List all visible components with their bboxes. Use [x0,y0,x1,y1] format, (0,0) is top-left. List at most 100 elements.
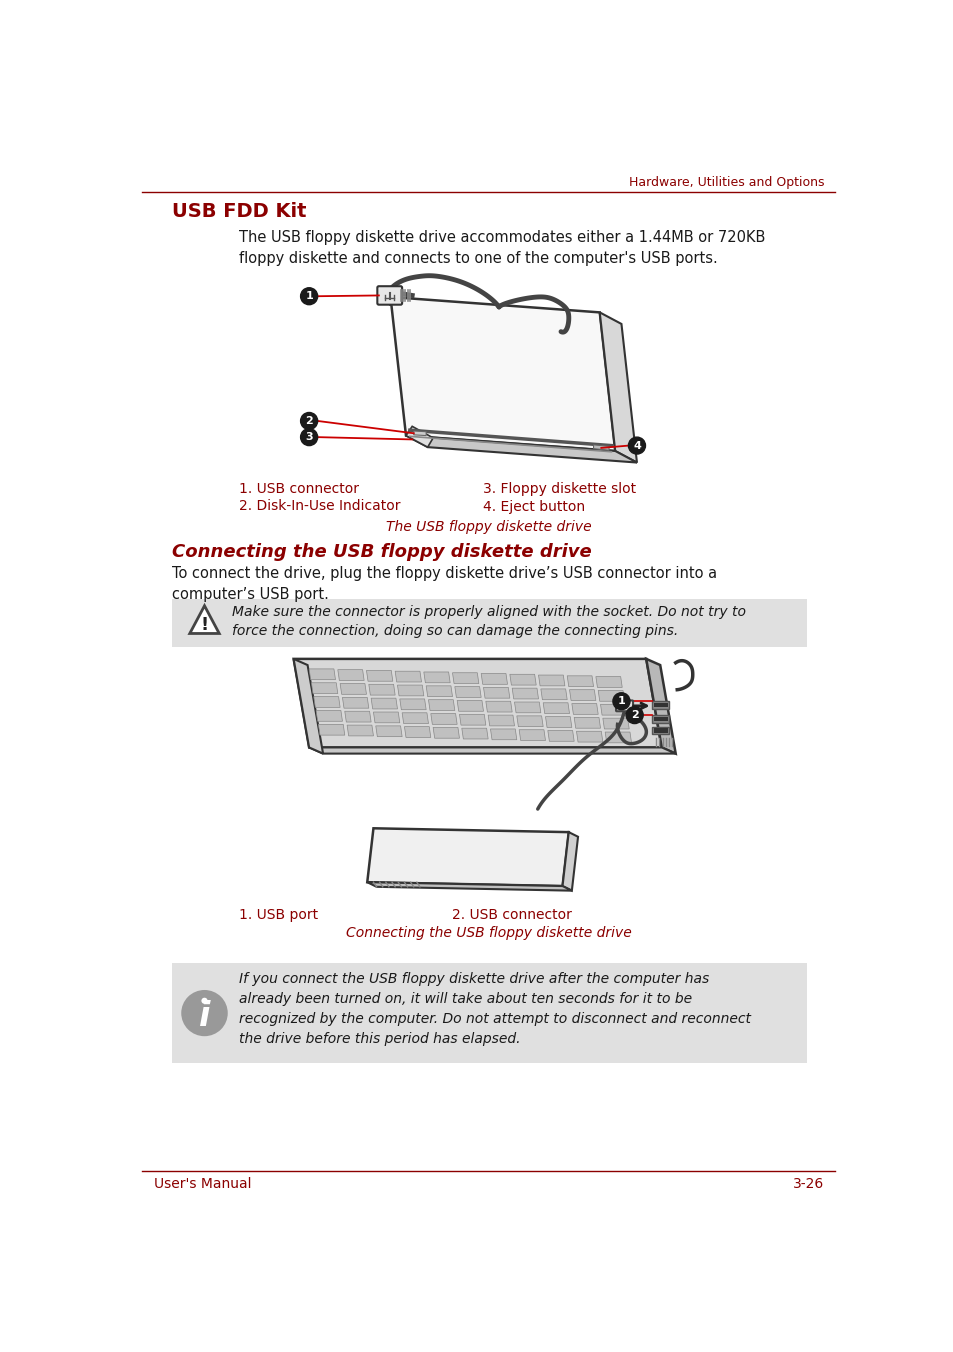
Polygon shape [567,676,593,687]
Polygon shape [414,431,426,435]
FancyBboxPatch shape [654,729,667,733]
Polygon shape [598,691,624,702]
Text: 4: 4 [633,441,640,450]
Polygon shape [518,730,545,741]
Polygon shape [545,717,571,727]
Polygon shape [599,312,637,462]
Circle shape [300,288,317,304]
Polygon shape [369,684,395,695]
Text: 3. Floppy diskette slot: 3. Floppy diskette slot [483,481,636,496]
Polygon shape [645,658,675,753]
Polygon shape [452,673,478,684]
Text: To connect the drive, plug the floppy diskette drive’s USB connector into a
comp: To connect the drive, plug the floppy di… [172,566,717,603]
Polygon shape [490,729,517,740]
Circle shape [201,998,208,1003]
Text: User's Manual: User's Manual [154,1178,252,1191]
FancyBboxPatch shape [172,963,806,1063]
Polygon shape [517,715,542,726]
Circle shape [625,707,642,723]
FancyBboxPatch shape [654,717,667,721]
Text: 1. USB port: 1. USB port [239,907,318,922]
Polygon shape [390,297,615,452]
Text: !: ! [200,617,209,634]
Polygon shape [340,684,366,695]
Polygon shape [547,730,574,741]
Polygon shape [431,714,456,725]
Circle shape [300,429,317,446]
Polygon shape [593,445,608,450]
Text: 1: 1 [617,696,624,706]
Polygon shape [604,731,631,742]
Text: USB FDD Kit: USB FDD Kit [172,203,306,222]
Polygon shape [294,658,323,753]
Polygon shape [488,715,514,726]
Text: 3-26: 3-26 [792,1178,823,1191]
Text: 2: 2 [630,710,638,721]
Polygon shape [602,718,629,729]
Polygon shape [373,713,399,723]
Polygon shape [514,702,540,713]
FancyBboxPatch shape [652,702,669,708]
Polygon shape [399,699,426,710]
Polygon shape [337,669,364,680]
Polygon shape [426,685,452,696]
Text: 1. USB connector: 1. USB connector [239,481,359,496]
Polygon shape [309,748,675,753]
Polygon shape [318,725,344,735]
Polygon shape [406,426,433,448]
Text: Connecting the USB floppy diskette drive: Connecting the USB floppy diskette drive [346,926,631,940]
Circle shape [300,412,317,430]
Text: 1: 1 [305,291,313,301]
Polygon shape [404,726,431,737]
Polygon shape [483,687,509,698]
Polygon shape [366,671,393,681]
Polygon shape [596,676,621,687]
Polygon shape [423,672,450,683]
FancyBboxPatch shape [377,287,402,304]
Polygon shape [309,669,335,680]
Polygon shape [512,688,537,699]
Polygon shape [461,729,488,740]
Polygon shape [569,690,596,700]
Polygon shape [311,683,337,694]
Circle shape [628,437,645,454]
Polygon shape [371,698,397,708]
FancyBboxPatch shape [652,715,669,723]
Polygon shape [540,690,567,700]
Polygon shape [455,687,480,698]
Polygon shape [428,700,455,711]
Text: The USB floppy diskette drive: The USB floppy diskette drive [386,521,591,534]
Polygon shape [576,731,602,742]
FancyBboxPatch shape [652,726,669,734]
Polygon shape [574,718,599,729]
FancyBboxPatch shape [654,703,667,707]
Text: 2: 2 [305,416,313,426]
Polygon shape [344,711,371,722]
FancyBboxPatch shape [172,599,806,646]
Text: The USB floppy diskette drive accommodates either a 1.44MB or 720KB
floppy diske: The USB floppy diskette drive accommodat… [239,230,765,266]
Polygon shape [599,704,626,715]
Text: 2. Disk-In-Use Indicator: 2. Disk-In-Use Indicator [239,499,400,514]
Polygon shape [537,675,564,685]
Polygon shape [456,700,483,711]
Polygon shape [375,726,402,737]
Text: If you connect the USB floppy diskette drive after the computer has
already been: If you connect the USB floppy diskette d… [239,972,751,1046]
Text: Make sure the connector is properly aligned with the socket. Do not try to
force: Make sure the connector is properly alig… [232,604,745,638]
Text: i: i [198,1000,210,1033]
Text: 4. Eject button: 4. Eject button [483,499,585,514]
Polygon shape [433,727,459,738]
Text: Connecting the USB floppy diskette drive: Connecting the USB floppy diskette drive [172,544,591,561]
Polygon shape [342,698,369,708]
Polygon shape [562,831,578,891]
Polygon shape [367,883,571,891]
Polygon shape [314,696,340,707]
Polygon shape [395,671,421,681]
Polygon shape [571,703,598,714]
Polygon shape [294,658,661,748]
Text: Hardware, Utilities and Options: Hardware, Utilities and Options [628,176,823,189]
Text: 2. USB connector: 2. USB connector [452,907,572,922]
Polygon shape [459,714,485,725]
Polygon shape [347,725,373,735]
Text: 3: 3 [305,433,313,442]
Polygon shape [397,685,423,696]
